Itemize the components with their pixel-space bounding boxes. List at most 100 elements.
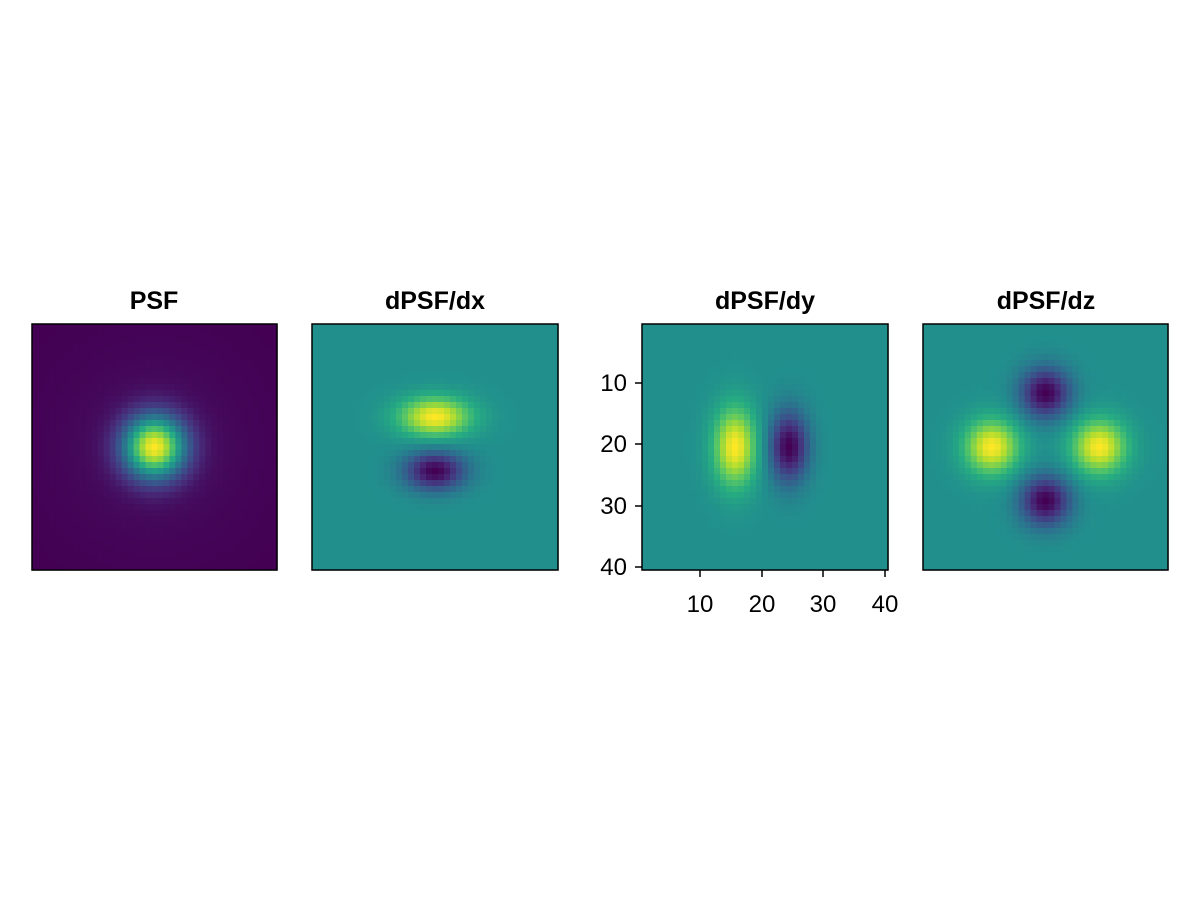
heatmap-cell [43, 522, 51, 529]
heatmap-cell [151, 450, 159, 457]
heatmap-cell [720, 414, 727, 421]
heatmap-cell [690, 420, 697, 427]
heatmap-cell [145, 474, 153, 481]
heatmap-cell [684, 408, 691, 415]
heatmap-cell [516, 474, 523, 481]
heatmap-cell [474, 534, 481, 541]
heatmap-cell [822, 504, 829, 511]
heatmap-cell [151, 564, 159, 571]
heatmap-cell [420, 498, 427, 505]
heatmap-cell [756, 354, 763, 361]
heatmap-cell [43, 528, 51, 535]
heatmap-cell [115, 432, 123, 439]
heatmap-cell [414, 366, 421, 373]
heatmap-cell [187, 342, 194, 349]
heatmap-cell [229, 462, 236, 469]
heatmap-cell [876, 378, 883, 385]
heatmap-cell [708, 540, 715, 547]
heatmap-cell [247, 546, 254, 553]
heatmap-cell [265, 522, 272, 529]
heatmap-cell [61, 474, 69, 481]
heatmap-cell [726, 492, 733, 499]
heatmap-cell [61, 408, 69, 415]
heatmap-cell [660, 384, 667, 391]
heatmap-cell [235, 390, 242, 397]
heatmap-cell [265, 444, 272, 451]
heatmap-cell [372, 360, 379, 367]
heatmap-cell [37, 444, 45, 451]
heatmap-cell [846, 360, 853, 367]
heatmap-cell [762, 402, 769, 409]
heatmap-cell [324, 552, 331, 559]
heatmap-cell [792, 516, 799, 523]
heatmap-cell [181, 492, 188, 499]
heatmap-cell [55, 336, 63, 343]
heatmap-cell [271, 438, 278, 445]
heatmap-cell [390, 546, 397, 553]
heatmap-cell [241, 378, 248, 385]
heatmap-cell [79, 342, 87, 349]
heatmap-cell [115, 342, 123, 349]
heatmap-cell [672, 354, 679, 361]
heatmap-cell [480, 528, 487, 535]
heatmap-cell [169, 378, 177, 385]
heatmap-cell [402, 522, 409, 529]
heatmap-cell [660, 456, 667, 463]
heatmap-cell [648, 348, 655, 355]
heatmap-cell [259, 426, 266, 433]
heatmap-cell [378, 432, 385, 439]
heatmap-cell [330, 510, 337, 517]
heatmap-cell [408, 522, 415, 529]
heatmap-cell [360, 390, 367, 397]
heatmap-cell [354, 450, 361, 457]
heatmap-cell [780, 414, 787, 421]
heatmap-cell [858, 420, 865, 427]
heatmap-cell [672, 462, 679, 469]
heatmap-cell [259, 498, 266, 505]
heatmap-cell [642, 414, 649, 421]
heatmap-cell [870, 444, 877, 451]
heatmap-cell [312, 528, 319, 535]
heatmap-cell [181, 456, 188, 463]
heatmap-cell [840, 498, 847, 505]
heatmap-cell [498, 546, 505, 553]
heatmap-cell [738, 342, 745, 349]
heatmap-cell [456, 438, 463, 445]
heatmap-cell [157, 390, 165, 397]
heatmap-cell [498, 456, 505, 463]
heatmap-cell [271, 354, 278, 361]
heatmap-cell [528, 546, 535, 553]
heatmap-cell [241, 516, 248, 523]
heatmap-cell [229, 426, 236, 433]
heatmap-cell [858, 438, 865, 445]
heatmap-cell [229, 420, 236, 427]
heatmap-cell [133, 510, 141, 517]
heatmap-cell [552, 450, 559, 457]
heatmap-cell [312, 516, 319, 523]
heatmap-cell [378, 540, 385, 547]
heatmap-cell [726, 426, 733, 433]
heatmap-cell [151, 558, 159, 565]
heatmap-cell [768, 522, 775, 529]
heatmap-cell [738, 492, 745, 499]
heatmap-cell [504, 348, 511, 355]
heatmap-cell [792, 354, 799, 361]
heatmap-cell [804, 450, 811, 457]
heatmap-cell [756, 360, 763, 367]
heatmap-cell [792, 450, 799, 457]
heatmap-cell [534, 558, 541, 565]
heatmap-cell [552, 552, 559, 559]
heatmap-cell [720, 342, 727, 349]
heatmap-cell [55, 360, 63, 367]
heatmap-cell [804, 552, 811, 559]
heatmap-cell [690, 372, 697, 379]
heatmap-cell [840, 528, 847, 535]
heatmap-cell [366, 456, 373, 463]
heatmap-cell [786, 384, 793, 391]
heatmap-cell [348, 378, 355, 385]
heatmap-cell [876, 450, 883, 457]
heatmap-cell [157, 384, 165, 391]
heatmap-cell [187, 348, 194, 355]
heatmap-cell [684, 336, 691, 343]
heatmap-cell [678, 402, 685, 409]
